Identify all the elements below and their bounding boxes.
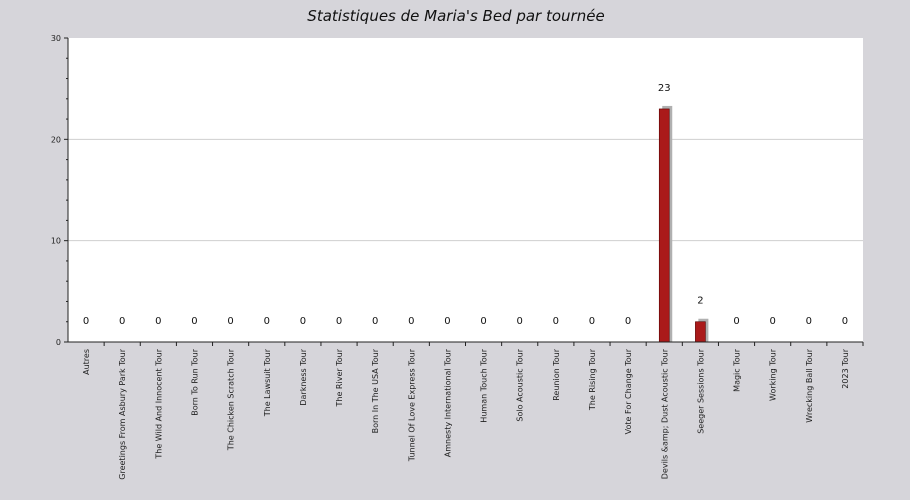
data-label: 0 <box>155 316 161 327</box>
y-tick-label: 30 <box>51 34 61 43</box>
data-label: 0 <box>264 316 270 327</box>
data-label: 0 <box>372 316 378 327</box>
x-category-label: Greetings From Asbury Park Tour <box>118 348 127 479</box>
x-category-label: Darkness Tour <box>299 348 308 405</box>
y-tick-label: 0 <box>56 338 61 347</box>
gridlines <box>68 138 863 242</box>
data-label: 2 <box>697 296 703 307</box>
x-category-label: Magic Tour <box>733 348 742 392</box>
data-label: 0 <box>806 316 812 327</box>
data-label: 23 <box>658 83 671 94</box>
data-labels: 0 0 0 0 0 0 0 0 0 0 0 0 0 0 0 0 23 2 0 0 0 0 <box>83 83 848 327</box>
x-category-label: Tunnel Of Love Express Tour <box>407 348 416 462</box>
x-category-label: Vote For Change Tour <box>624 348 633 434</box>
data-label: 0 <box>733 316 739 327</box>
data-label: 0 <box>842 316 848 327</box>
data-label: 0 <box>480 316 486 327</box>
y-axis-ticks: 0 10 20 30 <box>51 34 61 347</box>
bar <box>658 108 670 343</box>
plot-area <box>68 38 863 342</box>
x-category-label: Seeger Sessions Tour <box>696 348 705 433</box>
data-label: 0 <box>625 316 631 327</box>
x-category-label: Born To Run Tour <box>190 348 199 415</box>
axes <box>64 37 864 346</box>
data-label: 0 <box>227 316 233 327</box>
data-label: 0 <box>408 316 414 327</box>
x-category-label: The River Tour <box>335 348 344 407</box>
data-label: 0 <box>83 316 89 327</box>
x-category-label: The Chicken Scratch Tour <box>227 348 236 451</box>
data-label: 0 <box>589 316 595 327</box>
data-label: 0 <box>191 316 197 327</box>
x-category-label: The Wild And Innocent Tour <box>154 348 163 459</box>
y-tick-label: 20 <box>51 135 61 144</box>
data-label: 0 <box>517 316 523 327</box>
x-category-label: Autres <box>82 349 91 375</box>
x-category-label: The Rising Tour <box>588 348 597 411</box>
data-label: 0 <box>336 316 342 327</box>
x-category-label: 2023 Tour <box>841 348 850 388</box>
data-label: 0 <box>300 316 306 327</box>
x-category-label: Wrecking Ball Tour <box>805 348 814 422</box>
x-category-label: Solo Acoustic Tour <box>516 348 525 421</box>
data-label: 0 <box>769 316 775 327</box>
y-tick-label: 10 <box>51 237 61 246</box>
x-category-label: Born In The USA Tour <box>371 348 380 433</box>
data-label: 0 <box>553 316 559 327</box>
x-category-label: Working Tour <box>769 348 778 401</box>
x-category-label: Devils &amp; Dust Acoustic Tour <box>660 348 669 479</box>
x-category-label: Amnesty International Tour <box>443 348 452 457</box>
bar <box>695 321 706 343</box>
x-category-label: Reunion Tour <box>552 348 561 400</box>
x-category-label: The Lawsuit Tour <box>263 348 272 417</box>
x-axis-categories: Autres Greetings From Asbury Park Tour The… <box>82 348 850 479</box>
x-category-label: Human Touch Tour <box>480 348 489 422</box>
data-label: 0 <box>119 316 125 327</box>
data-label: 0 <box>444 316 450 327</box>
chart-title: Statistiques de Maria's Bed par tournée <box>307 7 604 25</box>
